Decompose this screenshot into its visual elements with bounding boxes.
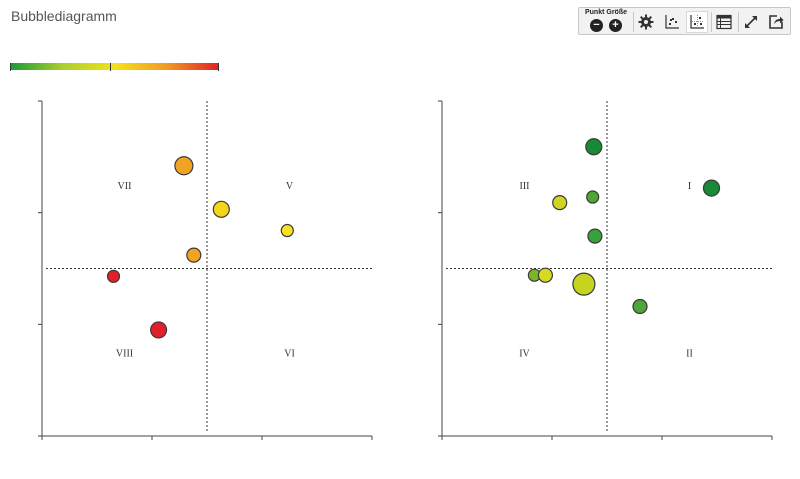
quadrant-label-top-right: V <box>286 181 294 192</box>
bubble-point <box>150 321 168 339</box>
bubble-point <box>212 200 230 218</box>
decrease-point-size-button[interactable]: − <box>590 19 603 32</box>
bubble-point <box>702 179 721 197</box>
bubble-chart-right: III IIV II <box>438 100 773 440</box>
bubble-point <box>186 247 202 263</box>
toolbar-separator <box>711 12 712 32</box>
scatter-grid-view-button[interactable] <box>686 11 708 33</box>
quadrant-label-bottom-left: VIII <box>116 348 133 359</box>
bubble-point <box>537 267 553 283</box>
bubble-chart-left: VII V VIII VI <box>38 100 373 440</box>
quadrant-label-bottom-left: IV <box>519 348 530 359</box>
fullscreen-button[interactable] <box>740 11 762 33</box>
share-icon <box>769 15 784 29</box>
bubble-point <box>572 272 596 296</box>
page-title: Bubblediagramm <box>11 8 117 24</box>
minus-icon: − <box>593 19 600 31</box>
quadrant-label-bottom-right: VI <box>284 348 295 359</box>
bubble-point <box>552 195 568 211</box>
color-scale-bar <box>10 63 219 70</box>
bubble-point <box>106 269 121 283</box>
bubble-point <box>280 223 294 238</box>
plus-icon: + <box>612 19 619 31</box>
bubble-point <box>586 190 600 204</box>
table-view-button[interactable] <box>713 11 735 33</box>
increase-point-size-button[interactable]: + <box>609 19 622 32</box>
bubble-point <box>587 228 603 244</box>
quadrant-label-bottom-right: II <box>686 348 693 359</box>
quadrant-label-top-left: III <box>520 181 530 192</box>
color-scale-tick-end <box>218 63 219 71</box>
color-scale-tick-start <box>10 63 11 71</box>
point-size-label: Punkt Größe <box>584 9 627 16</box>
scatter-view-button[interactable] <box>661 11 683 33</box>
scatter-grid-icon <box>690 15 704 29</box>
bubble-point <box>632 298 648 315</box>
toolbar-separator <box>633 12 634 32</box>
table-icon <box>716 14 732 30</box>
scatter-chart-icon <box>665 15 679 29</box>
quadrant-label-top-right: I <box>688 181 691 192</box>
chart-toolbar: Punkt Größe − + <box>578 7 791 35</box>
gear-icon <box>638 14 654 30</box>
bubble-point <box>174 156 194 176</box>
color-scale-tick-middle <box>110 63 111 71</box>
bubble-point <box>585 138 603 156</box>
point-size-group: Punkt Größe − + <box>582 9 630 35</box>
expand-icon <box>745 16 757 28</box>
share-button[interactable] <box>765 11 787 33</box>
settings-button[interactable] <box>635 11 657 33</box>
toolbar-separator <box>738 12 739 32</box>
quadrant-label-top-left: VII <box>118 181 132 192</box>
